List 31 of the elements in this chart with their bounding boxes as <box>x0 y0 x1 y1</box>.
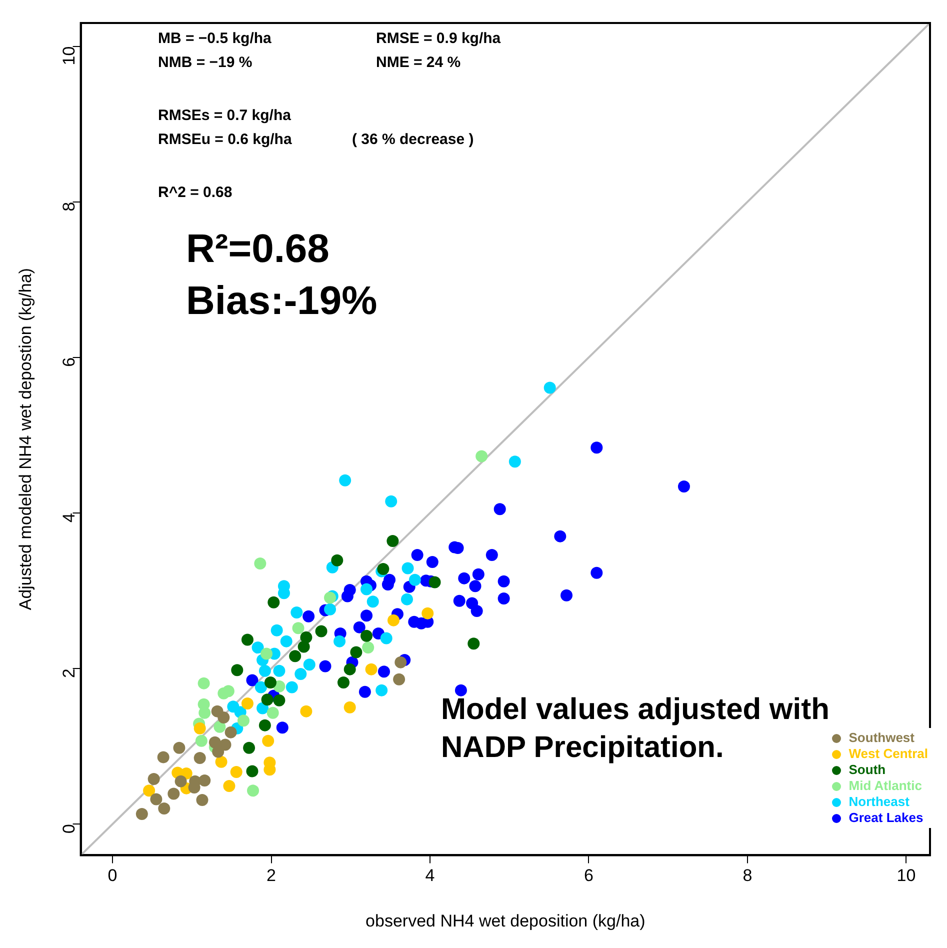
annotation: RMSE = 0.9 kg/ha <box>376 30 501 49</box>
annotation: Model values adjusted with NADP Precipitation. <box>441 693 830 764</box>
annotation: RMSEs = 0.7 kg/ha <box>158 107 291 126</box>
x-tick-label: 6 <box>584 866 594 886</box>
y-tick-label: 0 <box>59 824 78 834</box>
y-axis-title: Adjusted modeled NH4 wet depostion (kg/ha) <box>16 268 35 610</box>
legend-label: West Central <box>848 746 928 762</box>
legend-label: Southwest <box>848 730 916 746</box>
y-tick-label: 6 <box>59 357 78 367</box>
legend-label: Northeast <box>848 794 910 810</box>
annotation: R^2 = 0.68 <box>158 184 232 203</box>
x-axis-title: observed NH4 wet deposition (kg/ha) <box>366 911 646 930</box>
annotation: ( 36 % decrease ) <box>352 131 474 150</box>
legend-label: Great Lakes <box>848 810 924 826</box>
annotation: Bias:-19% <box>186 278 378 325</box>
x-tick-label: 2 <box>266 866 276 886</box>
x-tick-label: 10 <box>896 866 916 886</box>
x-tick-label: 8 <box>742 866 752 886</box>
x-tick-label: 4 <box>425 866 435 886</box>
annotation: NMB = −19 % <box>158 54 252 73</box>
y-tick-label: 10 <box>59 46 78 66</box>
annotation: R²=0.68 <box>186 226 330 273</box>
y-tick-label: 2 <box>59 668 78 678</box>
y-tick-label: 8 <box>59 202 78 212</box>
annotation: MB = −0.5 kg/ha <box>158 30 272 49</box>
legend-label: South <box>848 762 887 778</box>
x-tick-label: 0 <box>108 866 118 886</box>
legend-label: Mid Atlantic <box>848 778 923 794</box>
y-tick-label: 4 <box>59 512 78 522</box>
annotation: RMSEu = 0.6 kg/ha <box>158 131 292 150</box>
annotation: NME = 24 % <box>376 54 461 73</box>
